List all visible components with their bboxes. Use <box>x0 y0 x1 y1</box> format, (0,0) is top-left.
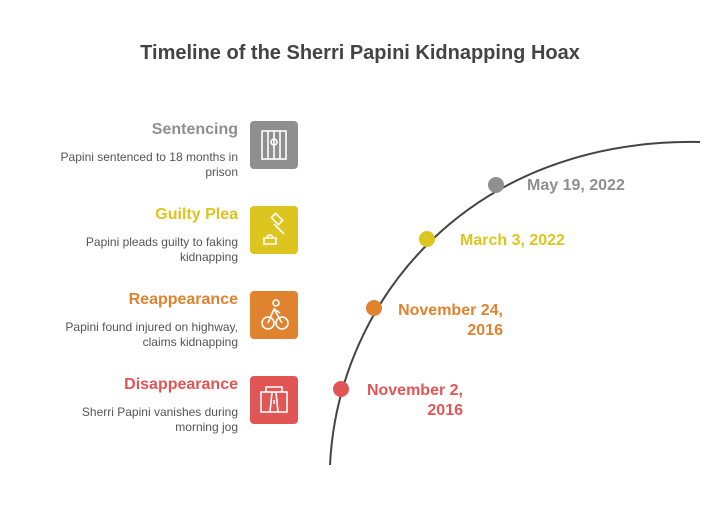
event-description: Papini sentenced to 18 months in prison <box>60 150 238 179</box>
icon-stroke <box>263 234 277 245</box>
timeline-dot <box>419 231 435 247</box>
event-date: March 3, 2022 <box>460 232 565 249</box>
event-heading: Guilty Plea <box>155 206 238 223</box>
event-heading: Sentencing <box>151 121 238 138</box>
event-heading: Disappearance <box>124 376 238 393</box>
icon-stroke <box>267 307 283 324</box>
event-icon <box>263 212 285 245</box>
timeline-dot <box>333 381 349 397</box>
timeline-dot <box>366 300 382 316</box>
event-description: Sherri Papini vanishes during morning jo… <box>81 405 238 434</box>
icon-stroke <box>261 316 275 330</box>
event-icon <box>261 130 287 160</box>
icon-stroke <box>273 223 285 235</box>
icon-stroke <box>260 391 288 413</box>
event-icon <box>261 299 289 330</box>
event-date: November 24, 2016 <box>398 302 503 339</box>
event-description: Papini found injured on highway, claims … <box>65 320 238 349</box>
icon-box <box>250 206 298 254</box>
icon-stroke <box>270 138 278 146</box>
icon-box <box>250 291 298 339</box>
event-date: May 19, 2022 <box>527 177 625 194</box>
icon-stroke <box>270 212 284 226</box>
timeline-dot <box>488 177 504 193</box>
icon-stroke <box>265 386 283 413</box>
title: Timeline of the Sherri Papini Kidnapping… <box>140 42 580 64</box>
event-heading: Reappearance <box>128 291 238 308</box>
event-date: November 2, 2016 <box>366 382 463 419</box>
event-description: Papini pleads guilty to faking kidnappin… <box>85 235 238 264</box>
icon-stroke <box>275 316 289 330</box>
icon-stroke <box>272 299 280 307</box>
event-icon <box>260 386 288 413</box>
